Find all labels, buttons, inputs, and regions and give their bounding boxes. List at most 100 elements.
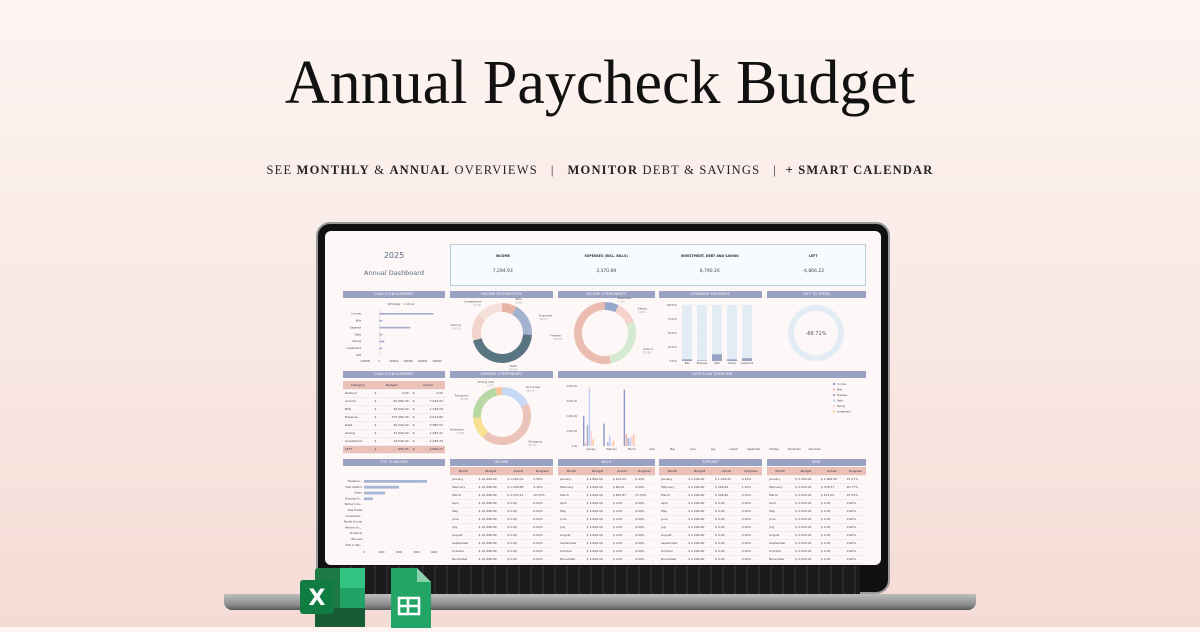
budget-cell: $ 2,290.00 [686,539,713,548]
budget-cell: $ 2,290.00 [686,475,713,484]
dashboard-charts: Bills8.0%Expense18.0%Debt45.0%Saving14.5… [344,296,851,554]
tick-label: 400000 [432,360,442,363]
budget-cell: $ 10,998.00 [476,499,506,508]
tick-label: 200000 [404,360,414,363]
month-cell: September [767,539,794,548]
column-header: Budget [793,467,819,476]
income-monthly-table: Month Budget Actual Progress January $ 10,998… [450,467,553,564]
debt-monthly-table: Month Budget Actual Progress January $ 3,350.… [767,467,866,564]
budget-cell: $ 10,998.00 [476,531,506,540]
category-label: Rental Income [344,520,362,524]
excel-logo-icon: X [300,567,366,631]
table-cell: 0.00 [419,389,445,398]
donut-slice [604,302,619,313]
actual-cell: $ 0.00 [818,507,845,516]
month-cell: May [659,507,687,516]
actual-cell: $ 0.00 [712,523,740,532]
progress-cell: 0.00% [844,499,866,508]
budget-cell: $ 2,290.00 [686,523,713,532]
table-header-row: Month Budget Actual Progress [450,467,553,476]
budget-cell: $ 3,350.00 [793,483,819,492]
month-cell: June [659,515,687,524]
progress-cell: 0.00% [844,547,866,556]
budget-cell: $ 10,998.00 [476,515,506,524]
bar [588,388,591,446]
legend-swatch [833,388,835,391]
table-row: September $ 10,998.00 $ 0.00 0.00% [450,539,553,548]
progress-cell: 0.00% [633,523,655,532]
table-row: August $ 3,350.00 $ 0.00 0.00% [767,531,866,540]
month-cell: June [450,515,477,524]
table-cell: LEFT [343,445,373,454]
column-header: Month [450,467,477,476]
progress-cell: 15.52% [844,491,866,500]
legend-label: Debt [837,400,843,403]
actual-cell: $ 0.00 [505,555,532,564]
actual-cell: $ 0.00 [818,547,845,556]
table-row: March $ 1,890.00 $ 863.87 27.50% [558,491,655,500]
progress-cell: 0.00% [739,499,762,508]
actual-cell: $ 0.00 [712,555,740,564]
column-header: Actual [818,467,845,476]
category-label: Expense [350,325,361,329]
table-cell: Investment [343,437,373,446]
month-cell: April [767,499,794,508]
slice-label: Saving [451,323,461,327]
progress-cell: 0.00% [531,507,553,516]
month-cell: June [767,515,794,524]
progress-cell: 0.00% [844,555,866,564]
bar [625,434,627,446]
bar [727,359,737,361]
actual-cell: $ 0.00 [610,539,634,548]
donut-slice [482,403,531,445]
table-row: March $ 2,290.00 $ 536.40 2.31% [659,491,762,500]
tick-label: 4,000.00 [566,385,577,388]
actual-cell: $ 0.00 [505,547,532,556]
table-cell: Expense [343,413,373,422]
donut-slice [473,387,498,418]
kpi-panel: INCOME 7,294.93 EXPENSES (INCL. BILLS) 3,3… [450,244,866,286]
legend-swatch [403,303,405,305]
table-cell: 1,395.41 [419,429,445,438]
table-cell: $ [372,397,381,406]
bar [583,416,585,446]
bar [629,438,631,446]
month-label: March [628,448,636,451]
dashboard-title: Annual Dashboard [364,269,424,277]
budget-cell: $ 3,350.00 [793,507,819,516]
table-row: April $ 2,290.00 $ 0.00 0.00% [659,499,762,508]
actual-cell: $ 218.40 [712,483,740,492]
budget-cell: $ 2,290.00 [686,507,713,516]
month-label: May [670,448,676,451]
budget-cell: $ 10,998.00 [476,507,506,516]
month-cell: February [659,483,687,492]
header-bills: BILLS [558,459,655,466]
tick-label: 2000 [396,551,403,554]
slice-percent: 8.0% [515,301,522,305]
table-row: January $ 3,350.00 $ 1,884.56 15.27% [767,475,866,484]
budget-cell: $ 3,350.00 [793,515,819,524]
budget-cell: $ 1,890.00 [584,555,611,564]
column-header: Budget [372,381,411,390]
bar [603,423,605,446]
category-label: Saving [728,362,736,365]
table-cell: 40,200.00 [380,421,411,430]
actual-cell: $ 0.00 [505,507,532,516]
progress-cell: 0.00% [531,531,553,540]
bar [592,439,594,446]
budget-cell: $ 1,890.00 [584,547,611,556]
tick-label: 1,000.00 [566,430,577,433]
column-header: Actual [610,467,634,476]
table-row: Income $65,980.00 $7,294.93 [343,397,445,406]
table-row: February $ 1,890.00 $ 66.00 0.00% [558,483,655,492]
tick-label: 300000 [418,360,428,363]
table-row: January $ 2,290.00 $ 1,433.81 6.19% [659,475,762,484]
month-cell: July [659,523,687,532]
bar [712,354,722,361]
actual-cell: $ 0.00 [610,531,634,540]
month-cell: March [558,491,585,500]
budget-cell: $ 2,290.00 [686,547,713,556]
table-cell: 31,200.00 [380,429,411,438]
category-label: Income [351,312,361,316]
table-row: October $ 10,998.00 $ 0.00 0.00% [450,547,553,556]
